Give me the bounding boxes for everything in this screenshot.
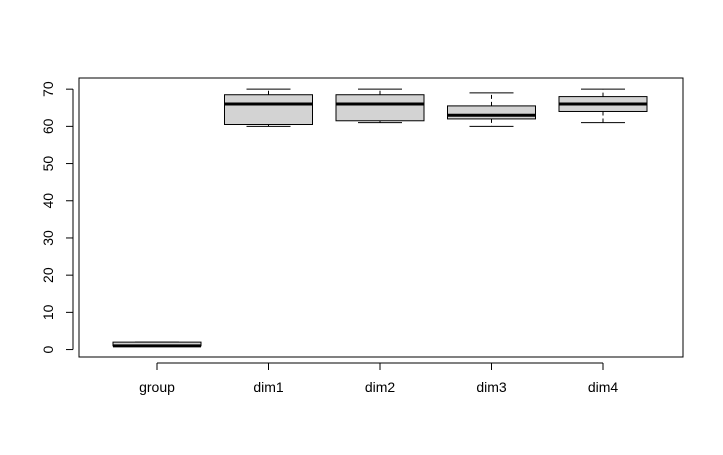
- x-tick-label-dim3: dim3: [476, 379, 507, 395]
- y-tick-label-50: 50: [40, 156, 56, 172]
- y-tick-label-10: 10: [40, 304, 56, 320]
- x-tick-label-group: group: [139, 379, 175, 395]
- y-tick-label-0: 0: [40, 345, 56, 353]
- box-dim1: [224, 94, 313, 125]
- y-tick-label-30: 30: [40, 230, 56, 246]
- x-tick-label-dim2: dim2: [365, 379, 396, 395]
- plot-frame: [78, 77, 684, 358]
- box-dim2: [335, 94, 425, 122]
- x-tick-label-dim4: dim4: [588, 379, 619, 395]
- y-tick-label-60: 60: [40, 118, 56, 134]
- chart-marks: 0 10 20 30 40 50 60 70 group dim1 dim2 dim3 dim4: [40, 81, 648, 395]
- y-tick-label-70: 70: [40, 81, 56, 97]
- y-tick-label-40: 40: [40, 193, 56, 209]
- x-tick-label-dim1: dim1: [253, 379, 284, 395]
- box-dim3: [447, 105, 536, 120]
- y-tick-label-20: 20: [40, 267, 56, 283]
